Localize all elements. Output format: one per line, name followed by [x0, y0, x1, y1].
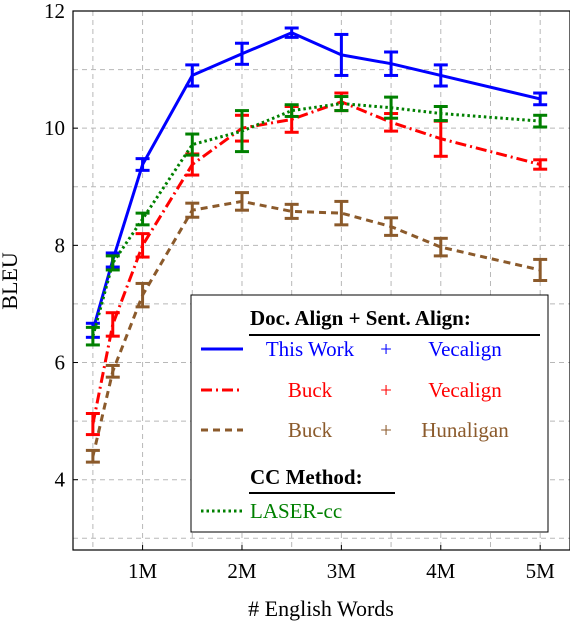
- x-tick-label: 2M: [227, 559, 257, 583]
- legend-sent-align: Hunaligan: [421, 418, 509, 442]
- error-bar: [433, 104, 448, 123]
- legend-doc-align: Buck: [288, 378, 333, 402]
- error-bar: [284, 202, 299, 220]
- error-bar: [234, 191, 249, 212]
- legend-sent-align: Vecalign: [428, 337, 502, 361]
- error-bar: [334, 95, 349, 113]
- legend-doc-align: Buck: [288, 418, 333, 442]
- y-axis-label: BLEU: [0, 252, 22, 310]
- x-tick-label: 3M: [327, 559, 357, 583]
- error-bar: [85, 325, 100, 347]
- error-bar: [185, 201, 200, 219]
- error-bar: [234, 109, 249, 154]
- error-bar: [135, 157, 150, 172]
- series-2: [85, 191, 548, 464]
- x-tick-label: 4M: [426, 559, 456, 583]
- y-tick-label: 8: [55, 233, 66, 257]
- error-bar: [105, 254, 120, 272]
- legend: Doc. Align + Sent. Align: This Work + Veca…: [190, 294, 549, 533]
- y-tick-label: 6: [55, 351, 66, 375]
- error-bar: [384, 216, 399, 237]
- error-bar: [384, 50, 399, 77]
- error-bar: [334, 199, 349, 227]
- legend-label: LASER-cc: [250, 499, 342, 523]
- y-tick-label: 10: [44, 116, 65, 140]
- error-bar: [433, 236, 448, 258]
- series-line: [91, 199, 541, 457]
- legend-header-cc-method: CC Method:: [250, 465, 363, 489]
- error-bar: [384, 95, 399, 120]
- x-tick-label: 5M: [526, 559, 556, 583]
- error-bar: [284, 26, 299, 39]
- legend-entry: Buck + Vecalign: [201, 378, 502, 402]
- error-bar: [533, 257, 548, 282]
- series-3: [85, 95, 548, 347]
- error-bar: [533, 113, 548, 129]
- error-bar: [135, 232, 150, 259]
- error-bar: [334, 32, 349, 77]
- x-axis-label: # English Words: [248, 596, 394, 621]
- error-bar: [85, 411, 100, 437]
- error-bar: [185, 152, 200, 177]
- legend-sent-align: Vecalign: [428, 378, 502, 402]
- legend-plus: +: [380, 337, 392, 361]
- series-line: [91, 100, 541, 425]
- error-bar: [433, 63, 448, 88]
- error-bar: [284, 103, 299, 118]
- legend-entries: This Work + Vecalign Buck + Vecalign Buck + Huna…: [201, 337, 509, 523]
- series-line: [91, 31, 541, 331]
- legend-entry: Buck + Hunaligan: [201, 418, 509, 442]
- legend-plus: +: [380, 378, 392, 402]
- plot-frame: [72, 10, 570, 551]
- error-bar: [105, 311, 120, 338]
- error-bar: [533, 158, 548, 171]
- series-0: [85, 26, 548, 339]
- error-bar: [105, 363, 120, 379]
- error-bar: [185, 63, 200, 88]
- y-tick-label: 4: [55, 468, 66, 492]
- error-bar: [185, 132, 200, 157]
- error-bar: [85, 448, 100, 464]
- legend-plus: +: [380, 418, 392, 442]
- series-layer: [85, 26, 548, 464]
- legend-box: [190, 294, 549, 533]
- y-tick-label: 12: [44, 0, 65, 23]
- legend-entry: LASER-cc: [201, 499, 342, 523]
- ticks: 1M 2M 3M 4M 5M 4 6 8 10 12: [44, 0, 555, 583]
- error-bar: [234, 41, 249, 66]
- error-bar: [135, 211, 150, 227]
- error-bar: [533, 91, 548, 107]
- error-bar: [135, 281, 150, 309]
- legend-header-doc-sent: Doc. Align + Sent. Align:: [250, 306, 471, 330]
- legend-doc-align: This Work: [266, 337, 355, 361]
- x-tick-label: 1M: [128, 559, 158, 583]
- legend-entry: This Work + Vecalign: [201, 337, 502, 361]
